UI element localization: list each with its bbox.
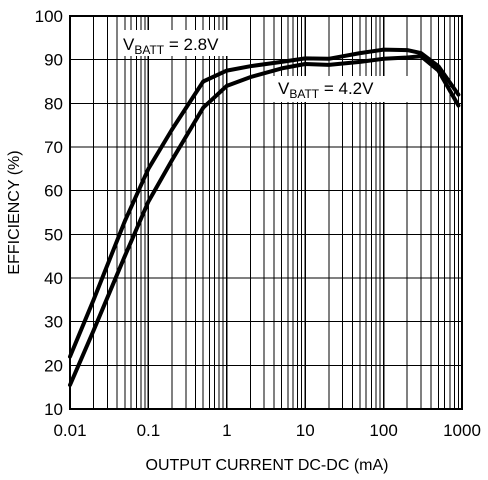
- x-tick-label: 1: [222, 421, 231, 440]
- x-tick-label: 100: [369, 421, 397, 440]
- series-annotations: VBATT = 2.8V VBATT = 4.2V: [118, 30, 409, 102]
- annotation-4v2-background: [273, 76, 409, 102]
- y-tick-label: 40: [44, 269, 63, 288]
- y-tick-label: 70: [44, 138, 63, 157]
- series-line-vbatt-2v8: [68, 47, 461, 359]
- series-lines: [68, 47, 461, 387]
- y-tick-label: 30: [44, 313, 63, 332]
- x-axis-label: OUTPUT CURRENT DC-DC (mA): [146, 457, 389, 474]
- x-tick-label: 0.1: [137, 421, 161, 440]
- y-tick-label: 20: [44, 356, 63, 375]
- y-tick-label: 10: [44, 400, 63, 419]
- y-tick-label: 90: [44, 51, 63, 70]
- annotation-vbatt-4v2: VBATT = 4.2V: [278, 79, 374, 101]
- annotation-vbatt-2v8: VBATT = 2.8V: [123, 35, 219, 57]
- y-tick-label: 80: [44, 94, 63, 113]
- tick-labels: 0.01 0.1 1 10 100 1000 10 20 30 40 50 60 70 80 90 100: [35, 7, 481, 440]
- y-axis-label: EFFICIENCY (%): [6, 150, 23, 274]
- y-tick-label: 100: [35, 7, 63, 26]
- y-tick-label: 50: [44, 225, 63, 244]
- y-tick-label: 60: [44, 182, 63, 201]
- annotation-2v8-background: [118, 30, 250, 56]
- x-tick-label: 10: [296, 421, 315, 440]
- x-tick-label: 0.01: [53, 421, 86, 440]
- plot-frame: [69, 15, 463, 410]
- series-line-vbatt-4v2: [68, 54, 461, 387]
- grid: [70, 16, 462, 409]
- x-tick-label: 1000: [443, 421, 481, 440]
